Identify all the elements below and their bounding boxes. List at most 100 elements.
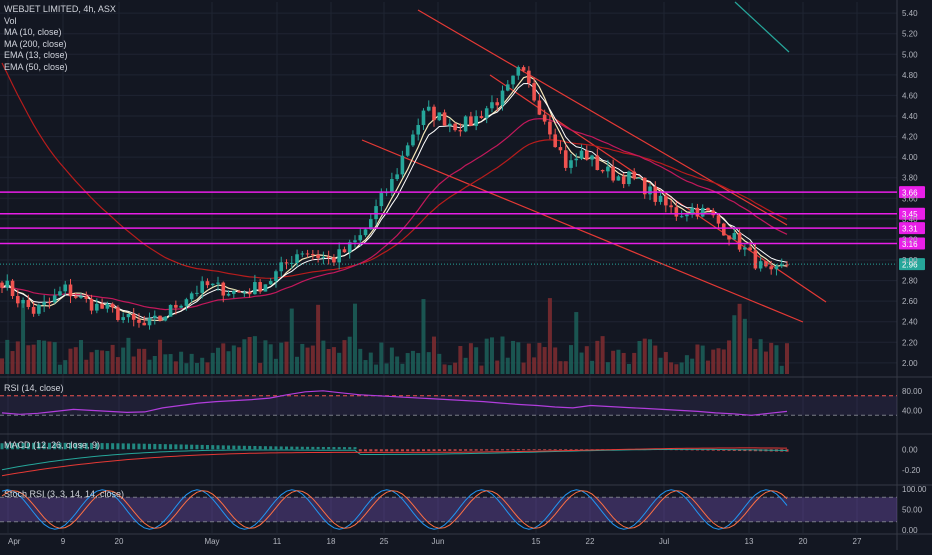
- candle-30: [158, 315, 162, 322]
- volume-bar-96: [505, 357, 510, 374]
- candle-body-106: [558, 147, 563, 151]
- volume-bar-10: [52, 342, 57, 374]
- candle-body-5: [26, 300, 31, 307]
- macd-bar-29: [153, 443, 157, 450]
- candle-39: [205, 278, 210, 289]
- candle-body-72: [379, 192, 384, 207]
- volume-bar-3: [15, 341, 20, 374]
- candle-4: [21, 297, 25, 308]
- stoch-pane-label[interactable]: Stoch RSI (3, 3, 14, 14, close): [4, 489, 125, 499]
- volume-bar-9: [47, 341, 52, 374]
- volume-bar-98: [516, 342, 521, 374]
- macd-bar-101: [532, 449, 536, 451]
- price-tick-0: 2.00: [902, 359, 918, 368]
- macd-bar-102: [537, 449, 541, 451]
- macd-bar-107: [564, 449, 568, 451]
- volume-bar-101: [532, 357, 537, 374]
- volume-bar-27: [142, 348, 147, 374]
- candle-2: [10, 279, 15, 299]
- candle-body-85: [448, 123, 452, 126]
- volume-bar-137: [721, 349, 726, 374]
- candle-body-143: [753, 250, 758, 269]
- candle-67: [353, 235, 357, 248]
- candle-body-54: [284, 262, 289, 264]
- last-price-label: 2.96: [902, 261, 918, 270]
- macd-bar-105: [553, 449, 557, 451]
- macd-bar-89: [469, 449, 473, 451]
- volume-bar-121: [637, 341, 642, 374]
- legend-vol[interactable]: Vol: [4, 15, 17, 26]
- candle-8: [42, 295, 46, 313]
- candle-body-137: [721, 223, 726, 236]
- legend-ema13[interactable]: EMA (13, close): [4, 50, 68, 60]
- candle-121: [637, 177, 642, 179]
- macd-bar-58: [306, 446, 310, 450]
- volume-bar-142: [748, 338, 753, 374]
- macd-bar-109: [574, 449, 578, 451]
- candle-115: [606, 159, 610, 178]
- volume-bar-115: [605, 362, 610, 374]
- macd-bar-54: [284, 446, 288, 450]
- candle-14: [73, 292, 78, 300]
- candle-79: [416, 118, 421, 141]
- macd-bar-74: [390, 449, 394, 452]
- candle-28: [147, 312, 152, 330]
- candle-144: [758, 256, 763, 272]
- candle-body-144: [758, 261, 763, 269]
- volume-bar-46: [242, 339, 247, 374]
- candle-body-20: [105, 303, 110, 309]
- candle-body-93: [490, 102, 494, 109]
- volume-bar-62: [326, 348, 331, 374]
- candle-29: [152, 310, 157, 325]
- candle-64: [337, 242, 341, 270]
- volume-bar-69: [363, 360, 368, 374]
- candle-body-56: [295, 254, 299, 263]
- candle-46: [242, 290, 247, 298]
- candle-body-134: [706, 207, 710, 211]
- candle-18: [95, 298, 99, 314]
- macd-bar-108: [569, 449, 573, 451]
- volume-bar-146: [769, 342, 774, 374]
- macd-bar-76: [400, 449, 404, 452]
- volume-bar-44: [231, 345, 236, 374]
- macd-bar-62: [327, 447, 331, 450]
- candle-51: [268, 278, 273, 285]
- volume-bar-141: [742, 318, 747, 374]
- rsi-pane-label[interactable]: RSI (14, close): [4, 383, 64, 393]
- volume-bar-111: [584, 346, 589, 374]
- candle-body-111: [584, 150, 589, 160]
- volume-bar-123: [648, 339, 653, 374]
- volume-bar-84: [442, 364, 447, 374]
- volume-bar-49: [258, 362, 263, 374]
- candle-124: [653, 181, 658, 206]
- macd-bar-77: [406, 449, 410, 452]
- price-tick-5: 3.00: [902, 256, 918, 265]
- volume-bar-7: [36, 340, 41, 374]
- chart-title[interactable]: WEBJET LIMITED, 4h, ASX: [4, 4, 116, 14]
- candle-body-142: [748, 247, 752, 251]
- macd-pane-label[interactable]: MACD (12, 26, close, 9): [4, 440, 101, 450]
- candle-body-98: [516, 67, 521, 76]
- volume-bar-103: [542, 347, 547, 374]
- volume-bar-105: [553, 347, 558, 374]
- candle-body-45: [237, 291, 241, 293]
- macd-bar-7: [37, 442, 41, 450]
- macd-bar-17: [90, 442, 94, 450]
- price-tick-8: 3.60: [902, 194, 918, 203]
- macd-bar-34: [179, 444, 183, 450]
- candle-body-115: [606, 166, 610, 172]
- candle-body-2: [10, 280, 15, 297]
- legend-ma10[interactable]: MA (10, close): [4, 27, 62, 37]
- candle-84: [442, 109, 447, 126]
- macd-bar-93: [490, 449, 494, 451]
- legend-ema50[interactable]: EMA (50, close): [4, 61, 68, 72]
- candle-body-95: [500, 90, 505, 106]
- macd-bar-9: [47, 442, 51, 450]
- legend-ma200[interactable]: MA (200, close): [4, 38, 67, 49]
- macd-bar-50: [263, 446, 267, 450]
- macd-bar-41: [216, 445, 220, 450]
- volume-bar-147: [774, 345, 779, 374]
